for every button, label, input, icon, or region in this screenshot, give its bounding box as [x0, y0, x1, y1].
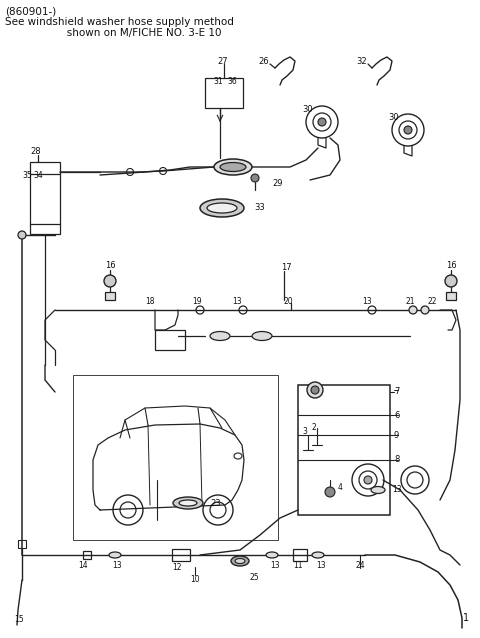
Text: 9: 9 [394, 431, 399, 440]
Text: 23: 23 [210, 498, 221, 507]
Circle shape [404, 126, 412, 134]
Text: 21: 21 [405, 297, 415, 306]
Ellipse shape [200, 199, 244, 217]
Ellipse shape [179, 500, 197, 506]
Circle shape [409, 306, 417, 314]
Text: 12: 12 [172, 563, 181, 572]
Circle shape [18, 231, 26, 239]
Text: 22: 22 [427, 297, 436, 306]
Ellipse shape [173, 497, 203, 509]
Bar [293, 549, 307, 561]
Text: (860901-): (860901-) [5, 6, 56, 16]
Text: 34: 34 [33, 170, 43, 179]
Circle shape [325, 487, 335, 497]
Bar [30, 162, 60, 234]
Ellipse shape [207, 203, 237, 213]
Circle shape [364, 476, 372, 484]
Circle shape [318, 118, 326, 126]
Text: 35: 35 [22, 170, 32, 179]
Text: 8: 8 [394, 456, 399, 464]
Text: 18: 18 [145, 297, 155, 306]
Bar [18, 540, 26, 548]
Text: 1: 1 [463, 613, 469, 623]
Ellipse shape [109, 552, 121, 558]
Circle shape [307, 382, 323, 398]
Text: 13: 13 [392, 486, 402, 494]
Bar [298, 385, 390, 515]
Text: 28: 28 [30, 147, 41, 156]
Text: 2: 2 [312, 424, 317, 433]
Text: See windshield washer hose supply method: See windshield washer hose supply method [5, 17, 234, 27]
Ellipse shape [312, 552, 324, 558]
Text: 15: 15 [14, 616, 24, 625]
Text: 13: 13 [362, 297, 372, 306]
Circle shape [311, 386, 319, 394]
Text: 30: 30 [388, 114, 398, 122]
Text: 14: 14 [78, 561, 88, 570]
Text: 27: 27 [217, 57, 228, 66]
Text: 16: 16 [105, 262, 115, 271]
Text: 16: 16 [446, 262, 456, 271]
Text: 29: 29 [272, 179, 283, 188]
Text: 13: 13 [112, 561, 121, 570]
Ellipse shape [214, 159, 252, 175]
Ellipse shape [220, 163, 246, 172]
Ellipse shape [266, 552, 278, 558]
Bar [105, 292, 115, 300]
Text: 36: 36 [227, 77, 237, 87]
Circle shape [421, 306, 429, 314]
Circle shape [104, 275, 116, 287]
Text: 30: 30 [302, 105, 312, 114]
Text: 13: 13 [316, 561, 325, 570]
Text: 31: 31 [213, 77, 223, 87]
Bar [205, 78, 243, 108]
Text: 7: 7 [394, 387, 399, 396]
Ellipse shape [231, 556, 249, 566]
Text: 4: 4 [338, 484, 343, 493]
Ellipse shape [252, 332, 272, 341]
Text: 17: 17 [281, 262, 292, 272]
Text: shown on M/FICHE NO. 3-E 10: shown on M/FICHE NO. 3-E 10 [5, 28, 221, 38]
Bar [172, 549, 190, 561]
Text: 20: 20 [283, 297, 293, 306]
Circle shape [445, 275, 457, 287]
Ellipse shape [371, 487, 385, 494]
Bar [83, 551, 91, 559]
Text: 26: 26 [258, 57, 269, 66]
Text: 13: 13 [270, 561, 280, 570]
Bar [446, 292, 456, 300]
Text: 32: 32 [356, 57, 367, 66]
Text: 19: 19 [192, 297, 202, 306]
Text: 13: 13 [232, 297, 241, 306]
Bar [73, 375, 278, 540]
Ellipse shape [210, 332, 230, 341]
Text: 6: 6 [394, 410, 399, 420]
Text: 33: 33 [254, 204, 265, 212]
Text: 3: 3 [302, 427, 307, 436]
Text: 11: 11 [293, 561, 302, 570]
Bar [155, 330, 185, 350]
Circle shape [251, 174, 259, 182]
Text: 24: 24 [355, 561, 365, 570]
Text: 25: 25 [249, 574, 259, 582]
Text: 10: 10 [190, 575, 200, 584]
Ellipse shape [235, 558, 245, 563]
